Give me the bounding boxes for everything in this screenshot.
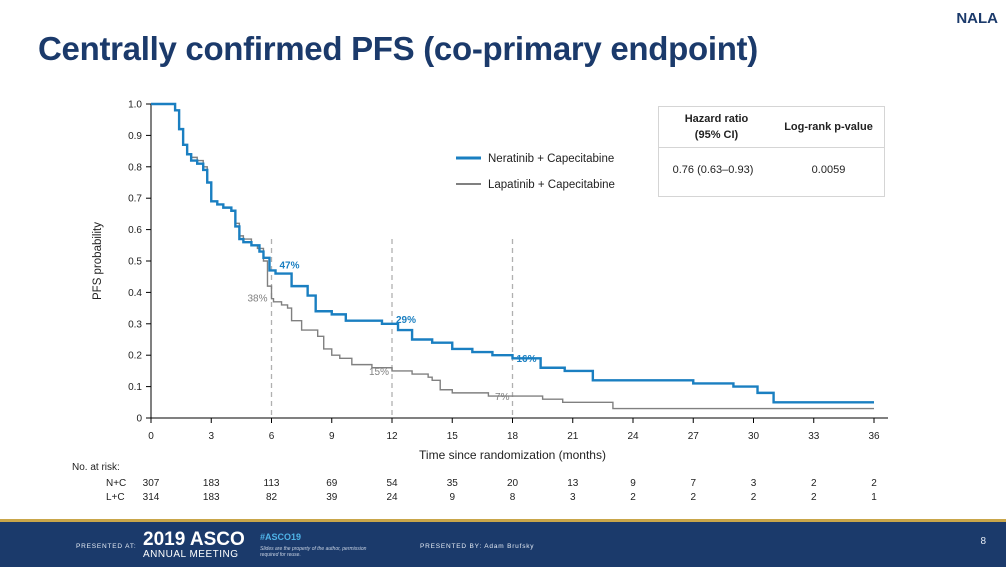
lapatinib-annotation: 7% xyxy=(495,392,510,403)
hr-header: Hazard ratio (95% CI) xyxy=(659,111,774,143)
pvalue-header: Log-rank p-value xyxy=(784,121,873,133)
at-risk-value: 82 xyxy=(266,492,278,503)
at-risk-value: 35 xyxy=(447,478,459,489)
at-risk-value: 9 xyxy=(449,492,455,503)
y-tick-label: 0.8 xyxy=(128,162,142,173)
presented-by: PRESENTED BY: Adam Brufsky xyxy=(420,543,535,550)
at-risk-value: 54 xyxy=(386,478,398,489)
at-risk-value: 13 xyxy=(567,478,579,489)
x-tick-label: 24 xyxy=(627,431,639,442)
x-tick-label: 27 xyxy=(688,431,700,442)
at-risk-value: 8 xyxy=(510,492,516,503)
at-risk-value: 2 xyxy=(811,478,817,489)
at-risk-value: 69 xyxy=(326,478,338,489)
at-risk-value: 2 xyxy=(751,492,757,503)
x-axis-label: Time since randomization (months) xyxy=(419,448,606,462)
y-tick-label: 0.3 xyxy=(128,319,142,330)
pvalue-value: 0.0059 xyxy=(811,164,846,176)
neratinib-annotation: 29% xyxy=(396,315,416,326)
neratinib-annotation: 16% xyxy=(517,354,537,365)
y-tick-label: 0 xyxy=(136,414,142,425)
at-risk-value: 3 xyxy=(751,478,757,489)
at-risk-value: 3 xyxy=(570,492,576,503)
at-risk-value: 39 xyxy=(326,492,338,503)
at-risk-value: 307 xyxy=(143,478,160,489)
at-risk-value: 9 xyxy=(630,478,636,489)
pfs-chart: 00.10.20.30.40.50.60.70.80.91.00 3 6 9 12 15 1… xyxy=(72,100,888,503)
x-tick-label: 18 xyxy=(507,431,519,442)
x-tick-label: 36 xyxy=(868,431,880,442)
at-risk-value: 2 xyxy=(630,492,636,503)
disclaimer: Slides are the property of the author, p… xyxy=(260,546,367,558)
legend-label: Neratinib + Capecitabine xyxy=(488,153,614,165)
at-risk-value: 2 xyxy=(690,492,696,503)
neratinib-annotation: 47% xyxy=(280,260,300,271)
slide-title: Centrally confirmed PFS (co-primary endp… xyxy=(38,30,758,67)
y-tick-label: 0.7 xyxy=(128,194,142,205)
x-tick-label: 21 xyxy=(567,431,579,442)
y-tick-label: 1.0 xyxy=(128,100,142,111)
y-tick-label: 0.5 xyxy=(128,257,142,268)
annual-meeting-text: ANNUAL MEETING xyxy=(143,549,239,560)
footer-stripe xyxy=(0,519,1006,522)
at-risk-value: 2 xyxy=(871,478,877,489)
footer-bar: PRESENTED AT: 2019 ASCO ANNUAL MEETING #… xyxy=(0,519,1006,567)
lapatinib-annotation: 38% xyxy=(247,294,267,305)
y-axis-label: PFS probability xyxy=(92,222,104,300)
x-tick-label: 0 xyxy=(148,431,154,442)
hr-value: 0.76 (0.63–0.93) xyxy=(672,164,754,176)
hashtag: #ASCO19 xyxy=(260,532,302,542)
at-risk-value: 113 xyxy=(264,478,280,489)
at-risk-value: 24 xyxy=(386,492,398,503)
at-risk-value: 314 xyxy=(143,492,160,503)
presented-at: PRESENTED AT: xyxy=(76,543,137,550)
at-risk-value: 183 xyxy=(203,492,220,503)
y-tick-label: 0.1 xyxy=(128,382,142,393)
table-divider xyxy=(659,147,884,148)
y-tick-label: 0.4 xyxy=(128,288,142,299)
at-risk-title: No. at risk: xyxy=(72,462,120,473)
at-risk-row-label: N+C xyxy=(106,478,126,489)
at-risk-row-label: L+C xyxy=(106,492,125,503)
hazard-ratio-table: Hazard ratio (95% CI) Log-rank p-value 0… xyxy=(658,106,885,197)
x-tick-label: 9 xyxy=(329,431,335,442)
asco-logo-text: 2019 ASCO xyxy=(143,529,245,550)
hr-header-line2: (95% CI) xyxy=(694,129,739,141)
at-risk-value: 7 xyxy=(690,478,696,489)
y-tick-label: 0.9 xyxy=(128,131,142,142)
page-number: 8 xyxy=(980,536,986,547)
at-risk-value: 183 xyxy=(203,478,220,489)
legend-label: Lapatinib + Capecitabine xyxy=(488,179,615,191)
at-risk-value: 2 xyxy=(811,492,817,503)
at-risk-value: 20 xyxy=(507,478,519,489)
x-tick-label: 12 xyxy=(386,431,398,442)
x-tick-label: 30 xyxy=(748,431,760,442)
x-tick-label: 15 xyxy=(447,431,459,442)
y-tick-label: 0.2 xyxy=(128,351,142,362)
x-tick-label: 33 xyxy=(808,431,820,442)
hr-header-line1: Hazard ratio xyxy=(684,113,749,125)
at-risk-value: 1 xyxy=(871,492,877,503)
x-tick-label: 3 xyxy=(208,431,214,442)
study-tag: NALA xyxy=(956,10,998,27)
y-tick-label: 0.6 xyxy=(128,225,142,236)
x-tick-label: 6 xyxy=(269,431,275,442)
lapatinib-annotation: 15% xyxy=(369,367,389,378)
neratinib-curve xyxy=(151,102,874,404)
